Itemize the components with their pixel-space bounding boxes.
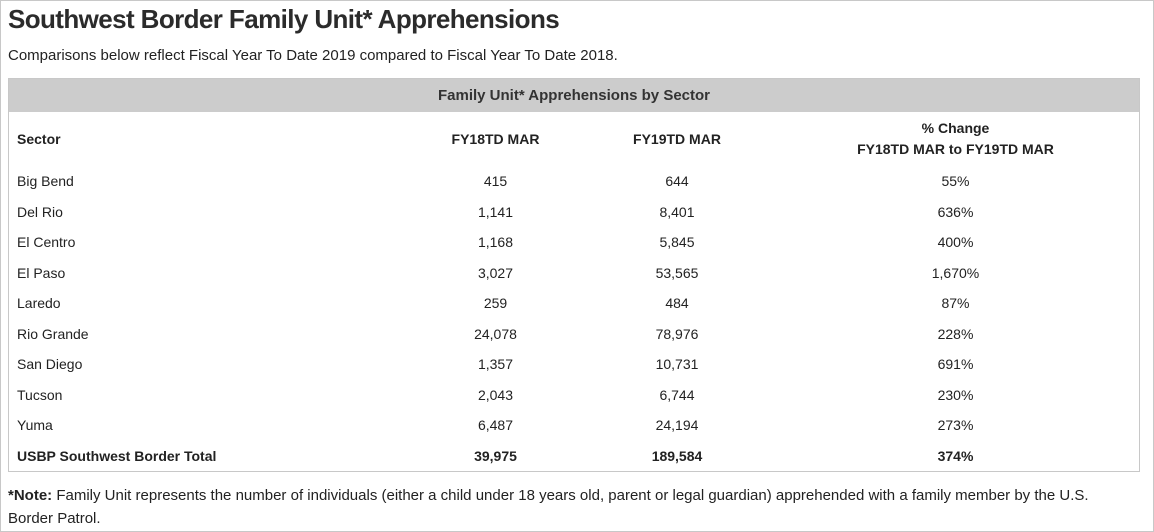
cell-fy19: 6,744: [659, 386, 695, 403]
cell-sector: Rio Grande: [17, 325, 89, 342]
cell-sector: El Paso: [17, 264, 66, 281]
total-sector: USBP Southwest Border Total: [17, 447, 217, 464]
apprehensions-table: Sector FY18TD MAR FY19TD MAR % Change FY…: [9, 112, 1139, 471]
page-subtitle: Comparisons below reflect Fiscal Year To…: [8, 47, 618, 64]
table-row: Tucson 2,043 6,744 230%: [9, 380, 1139, 411]
column-header-pct-change: % Change FY18TD MAR to FY19TD MAR: [772, 112, 1139, 166]
cell-pct-change: 1,670%: [931, 264, 980, 281]
footnote: *Note: Family Unit represents the number…: [8, 484, 1128, 530]
cell-fy19: 5,845: [659, 234, 695, 251]
page-title: Southwest Border Family Unit* Apprehensi…: [8, 4, 560, 34]
cell-fy19: 10,731: [655, 356, 699, 373]
cell-sector: Big Bend: [17, 173, 74, 190]
column-header-sector: Sector: [17, 131, 61, 147]
cell-fy18: 1,168: [477, 234, 514, 251]
cell-fy18: 259: [483, 295, 508, 312]
cell-pct-change: 636%: [937, 203, 974, 220]
table-total-row: USBP Southwest Border Total 39,975 189,5…: [9, 441, 1139, 471]
cell-sector: Tucson: [17, 386, 63, 403]
footnote-text: Family Unit represents the number of ind…: [8, 486, 1089, 527]
table-row: El Paso 3,027 53,565 1,670%: [9, 258, 1139, 289]
table-row: El Centro 1,168 5,845 400%: [9, 227, 1139, 258]
total-pct-change: 374%: [937, 447, 974, 464]
cell-sector: Yuma: [17, 417, 53, 434]
cell-sector: Laredo: [17, 295, 61, 312]
cell-fy19: 53,565: [655, 264, 699, 281]
total-fy18: 39,975: [474, 447, 517, 464]
cell-fy19: 484: [665, 295, 689, 312]
cell-fy18: 415: [483, 173, 508, 190]
cell-pct-change: 230%: [937, 386, 974, 403]
cell-pct-change: 55%: [941, 173, 970, 190]
pct-change-label: % Change: [921, 120, 990, 136]
footnote-label: *Note:: [8, 486, 53, 504]
table-row: Big Bend 415 644 55%: [9, 166, 1139, 197]
cell-pct-change: 273%: [937, 417, 974, 434]
cell-fy19: 78,976: [655, 325, 699, 342]
table-row: Rio Grande 24,078 78,976 228%: [9, 319, 1139, 350]
cell-fy19: 644: [665, 173, 689, 190]
cell-sector: El Centro: [17, 234, 76, 251]
column-header-fy18: FY18TD MAR: [451, 131, 540, 147]
cell-fy19: 24,194: [655, 417, 699, 434]
cell-pct-change: 228%: [937, 325, 974, 342]
table-caption: Family Unit* Apprehensions by Sector: [9, 79, 1139, 112]
table-row: San Diego 1,357 10,731 691%: [9, 349, 1139, 380]
cell-fy18: 2,043: [477, 386, 514, 403]
table-row: Del Rio 1,141 8,401 636%: [9, 197, 1139, 228]
cell-fy18: 1,357: [477, 356, 514, 373]
cell-pct-change: 87%: [941, 295, 970, 312]
cell-sector: San Diego: [17, 356, 83, 373]
cell-fy18: 3,027: [477, 264, 514, 281]
cell-fy18: 24,078: [474, 325, 517, 342]
cell-sector: Del Rio: [17, 203, 63, 220]
table-row: Laredo 259 484 87%: [9, 288, 1139, 319]
table-row: Yuma 6,487 24,194 273%: [9, 410, 1139, 441]
table-header-row: Sector FY18TD MAR FY19TD MAR % Change FY…: [9, 112, 1139, 166]
cell-pct-change: 400%: [937, 234, 974, 251]
cell-pct-change: 691%: [937, 356, 974, 373]
pct-change-sublabel: FY18TD MAR to FY19TD MAR: [857, 141, 1054, 157]
cell-fy19: 8,401: [659, 203, 695, 220]
column-header-fy19: FY19TD MAR: [633, 131, 721, 147]
apprehensions-table-container: Family Unit* Apprehensions by Sector Sec…: [8, 78, 1140, 472]
cell-fy18: 1,141: [477, 203, 514, 220]
cell-fy18: 6,487: [477, 417, 514, 434]
total-fy19: 189,584: [651, 447, 703, 464]
